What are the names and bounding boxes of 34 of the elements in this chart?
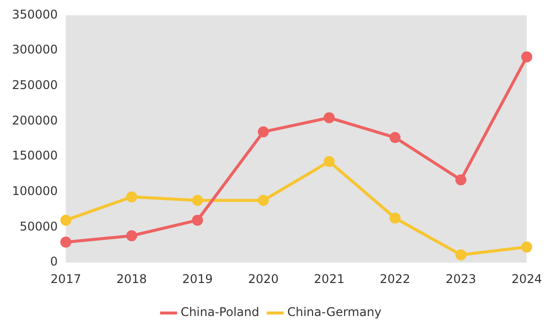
x-tick-label: 2023: [446, 272, 476, 286]
x-tick-label: 2022: [380, 272, 410, 286]
point: [192, 214, 203, 226]
point: [390, 132, 401, 143]
y-tick-label: 250000: [12, 78, 58, 92]
point: [60, 214, 72, 226]
legend-label: China-Germany: [287, 305, 382, 320]
x-tick-label: 2017: [50, 272, 82, 286]
y-tick-label: 100000: [12, 184, 58, 198]
point: [521, 51, 532, 62]
y-tick-label: 150000: [12, 148, 58, 163]
legend-label: China-Poland: [180, 305, 260, 320]
x-tick-label: 2020: [248, 272, 279, 286]
point: [258, 194, 269, 206]
x-tick-label: 2024: [511, 272, 542, 286]
x-tick-label: 2019: [182, 272, 213, 286]
point: [455, 174, 466, 186]
point: [126, 191, 138, 202]
point: [390, 212, 401, 224]
point: [324, 112, 335, 124]
y-tick-label: 0: [50, 254, 58, 269]
point: [258, 126, 269, 138]
point: [126, 230, 138, 242]
y-tick-label: 50000: [20, 219, 58, 234]
point: [192, 194, 203, 206]
y-tick-label: 200000: [12, 113, 58, 128]
x-tick-label: 2018: [116, 272, 147, 286]
point: [60, 236, 72, 248]
point: [521, 242, 532, 253]
y-tick-label: 350000: [12, 7, 58, 22]
point: [455, 249, 466, 260]
x-tick-label: 2021: [314, 272, 344, 286]
point: [324, 156, 335, 168]
y-tick-label: 300000: [12, 42, 58, 57]
